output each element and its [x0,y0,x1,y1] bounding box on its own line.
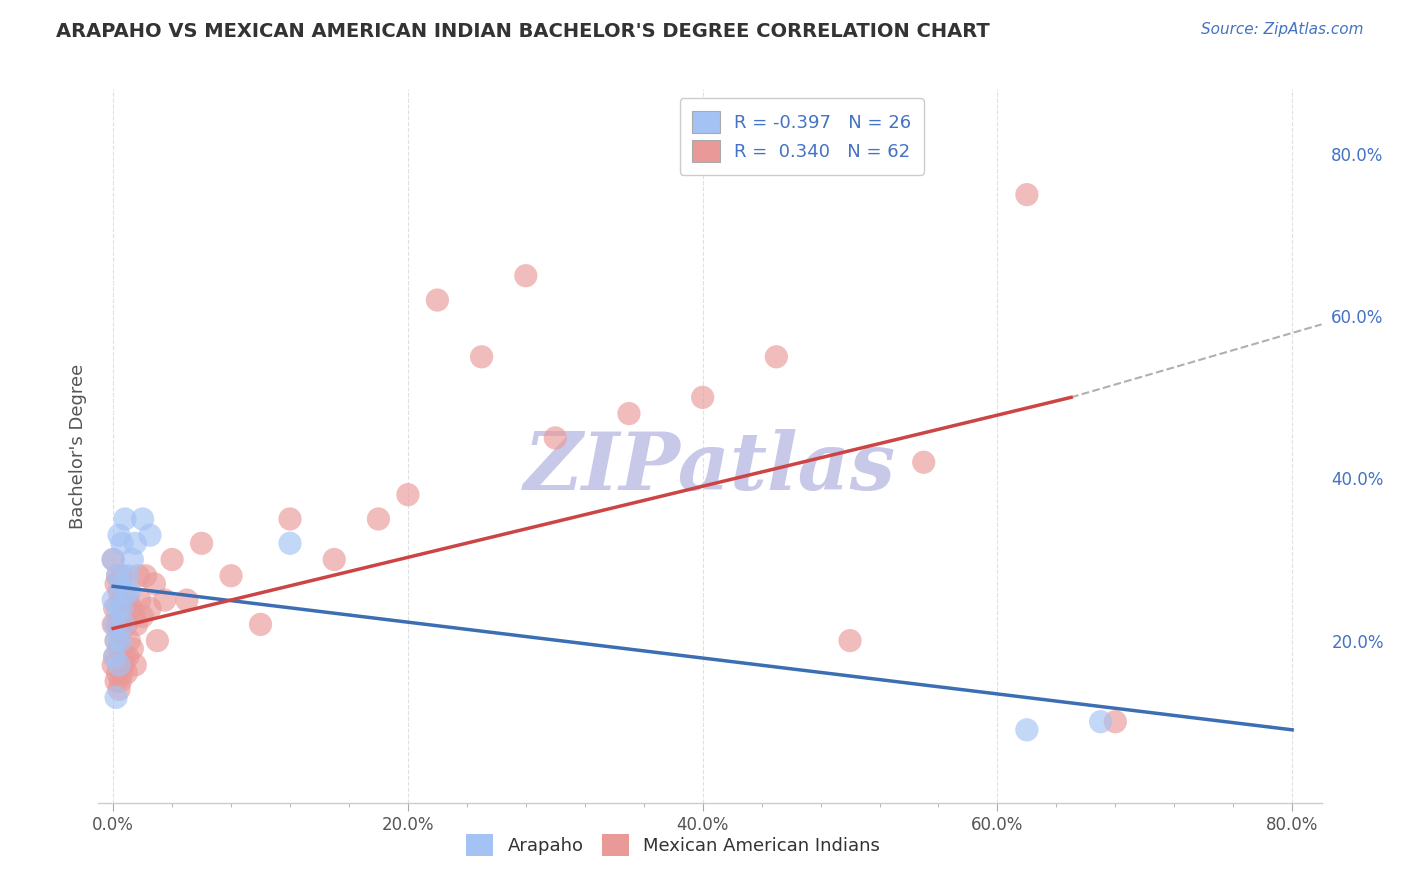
Point [692,390,714,404]
Point [139,601,162,615]
Point [111,568,134,582]
Point [114,593,136,607]
Point [114,649,136,664]
Point [101,552,124,566]
Point [107,568,129,582]
Point [112,601,135,615]
Point [111,536,134,550]
Point [107,568,129,582]
Point [110,674,132,689]
Point [617,407,640,421]
Point [110,633,132,648]
Point [108,682,131,697]
Y-axis label: Bachelor's Degree: Bachelor's Degree [69,363,87,529]
Point [104,649,127,664]
Point [471,350,494,364]
Point [111,601,134,615]
Point [765,350,787,364]
Point [111,617,134,632]
Point [515,268,537,283]
Point [146,633,169,648]
Point [107,666,129,681]
Point [101,593,124,607]
Point [190,536,212,550]
Point [110,593,132,607]
Point [143,577,166,591]
Point [108,585,131,599]
Point [101,657,124,672]
Point [839,633,862,648]
Point [323,552,346,566]
Point [121,641,143,656]
Point [101,617,124,632]
Point [117,568,139,582]
Point [219,568,242,582]
Point [121,552,143,566]
Point [124,657,146,672]
Point [115,617,138,632]
Point [131,609,153,624]
Point [115,666,138,681]
Point [101,552,124,566]
Point [112,657,135,672]
Point [118,585,141,599]
Point [367,512,389,526]
Point [544,431,567,445]
Point [1090,714,1112,729]
Point [128,593,150,607]
Point [114,512,136,526]
Point [110,577,132,591]
Point [115,585,138,599]
Text: ZIPatlas: ZIPatlas [524,429,896,506]
Point [108,657,131,672]
Point [104,601,127,615]
Point [105,674,128,689]
Point [135,568,157,582]
Point [107,601,129,615]
Point [912,455,935,469]
Point [120,601,142,615]
Point [131,512,153,526]
Point [249,617,271,632]
Point [426,293,449,307]
Point [108,528,131,542]
Point [127,568,149,582]
Point [1015,723,1038,737]
Point [1015,187,1038,202]
Point [278,512,301,526]
Point [1104,714,1126,729]
Point [118,633,141,648]
Point [122,609,145,624]
Point [111,666,134,681]
Point [117,649,139,664]
Point [176,593,198,607]
Point [278,536,301,550]
Text: Source: ZipAtlas.com: Source: ZipAtlas.com [1201,22,1364,37]
Point [112,617,135,632]
Point [105,690,128,705]
Point [104,617,127,632]
Point [110,625,132,640]
Point [105,633,128,648]
Point [396,488,419,502]
Point [124,536,146,550]
Point [139,528,162,542]
Legend: Arapaho, Mexican American Indians: Arapaho, Mexican American Indians [457,825,890,865]
Point [153,593,176,607]
Point [108,641,131,656]
Point [105,577,128,591]
Point [125,617,148,632]
Point [105,633,128,648]
Point [160,552,183,566]
Point [104,649,127,664]
Text: ARAPAHO VS MEXICAN AMERICAN INDIAN BACHELOR'S DEGREE CORRELATION CHART: ARAPAHO VS MEXICAN AMERICAN INDIAN BACHE… [56,22,990,41]
Point [117,593,139,607]
Point [107,617,129,632]
